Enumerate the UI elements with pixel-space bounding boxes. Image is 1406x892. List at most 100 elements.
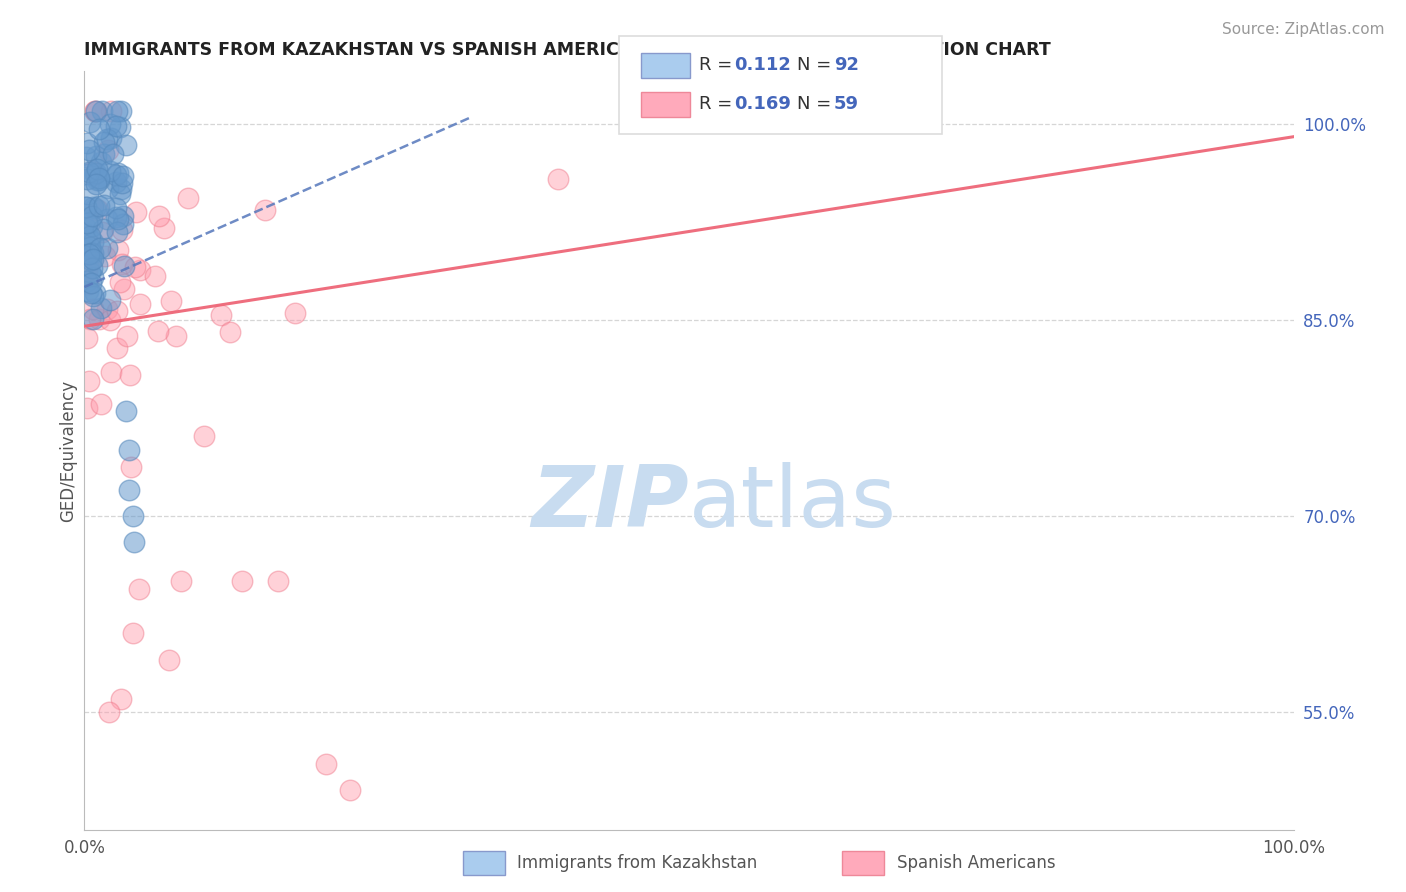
Point: [105, 303, 128, 318]
Text: Source: ZipAtlas.com: Source: ZipAtlas.com: [1222, 22, 1385, 37]
Point: [76, 216, 98, 230]
Point: [148, 209, 170, 223]
Point: [231, 574, 253, 589]
Point: [80, 276, 103, 290]
Point: [82, 246, 104, 260]
Point: [84, 166, 107, 180]
Point: [96, 131, 118, 145]
Text: ZIP: ZIP: [531, 462, 689, 545]
Point: [315, 757, 337, 772]
Point: [104, 120, 127, 134]
Point: [82, 209, 104, 223]
Point: [98, 293, 121, 307]
Point: [165, 328, 187, 343]
Y-axis label: GED/Equivalency: GED/Equivalency: [59, 379, 77, 522]
Point: [87, 172, 110, 186]
Point: [107, 211, 129, 226]
Point: [80, 246, 103, 260]
Point: [339, 783, 361, 797]
Point: [157, 652, 180, 666]
Point: [76, 136, 98, 151]
Point: [82, 163, 104, 178]
Point: [111, 222, 134, 236]
Point: [82, 269, 104, 284]
Point: [105, 168, 128, 182]
Point: [97, 181, 120, 195]
Point: [107, 166, 129, 180]
Point: [89, 241, 111, 255]
Point: [79, 240, 101, 254]
Point: [77, 247, 100, 261]
Point: [80, 219, 103, 233]
Point: [100, 130, 122, 145]
Point: [90, 226, 112, 240]
Point: [112, 282, 135, 296]
Point: [115, 138, 138, 153]
Point: [118, 483, 141, 497]
Point: [79, 232, 101, 246]
Point: [115, 329, 138, 343]
Text: 59: 59: [834, 95, 859, 113]
Point: [84, 103, 107, 118]
Point: [89, 155, 111, 169]
Point: [86, 258, 108, 272]
Point: [110, 186, 132, 201]
Point: [111, 217, 134, 231]
Text: N =: N =: [797, 56, 837, 74]
Point: [547, 171, 569, 186]
Point: [76, 401, 98, 415]
Point: [170, 574, 193, 589]
Point: [121, 626, 143, 640]
Point: [107, 243, 129, 257]
Point: [84, 149, 107, 163]
Point: [77, 285, 100, 299]
Point: [87, 311, 110, 326]
Text: R =: R =: [699, 95, 738, 113]
Point: [82, 288, 104, 302]
Point: [79, 229, 101, 244]
Point: [254, 203, 277, 218]
Point: [177, 191, 200, 205]
Point: [219, 325, 242, 339]
Point: [110, 120, 132, 134]
Point: [159, 293, 181, 308]
Point: [93, 135, 115, 149]
Point: [90, 103, 112, 118]
Point: [77, 165, 100, 179]
Point: [87, 171, 110, 186]
Point: [84, 167, 107, 181]
Point: [100, 103, 122, 118]
Point: [125, 205, 148, 219]
Point: [115, 404, 138, 418]
Point: [104, 201, 127, 215]
Point: [86, 203, 108, 218]
Point: [79, 265, 101, 279]
Point: [90, 301, 112, 315]
Point: [110, 177, 132, 191]
Point: [82, 312, 104, 326]
Point: [79, 244, 101, 258]
Point: [80, 260, 103, 275]
Point: [77, 375, 100, 389]
Point: [80, 252, 103, 267]
Point: [104, 210, 127, 224]
Point: [87, 122, 110, 136]
Point: [110, 691, 132, 706]
Point: [82, 301, 104, 316]
Point: [124, 260, 146, 275]
Point: [87, 171, 110, 186]
Point: [120, 460, 142, 475]
Point: [284, 306, 307, 320]
Point: [110, 103, 132, 118]
Point: [128, 582, 150, 596]
Point: [129, 263, 152, 277]
Text: N =: N =: [797, 95, 837, 113]
Text: 0.169: 0.169: [734, 95, 790, 113]
Point: [101, 147, 124, 161]
Point: [86, 103, 108, 118]
Point: [86, 172, 108, 186]
Point: [112, 169, 135, 184]
Point: [75, 150, 97, 164]
Point: [97, 143, 120, 157]
Text: 92: 92: [834, 56, 859, 74]
